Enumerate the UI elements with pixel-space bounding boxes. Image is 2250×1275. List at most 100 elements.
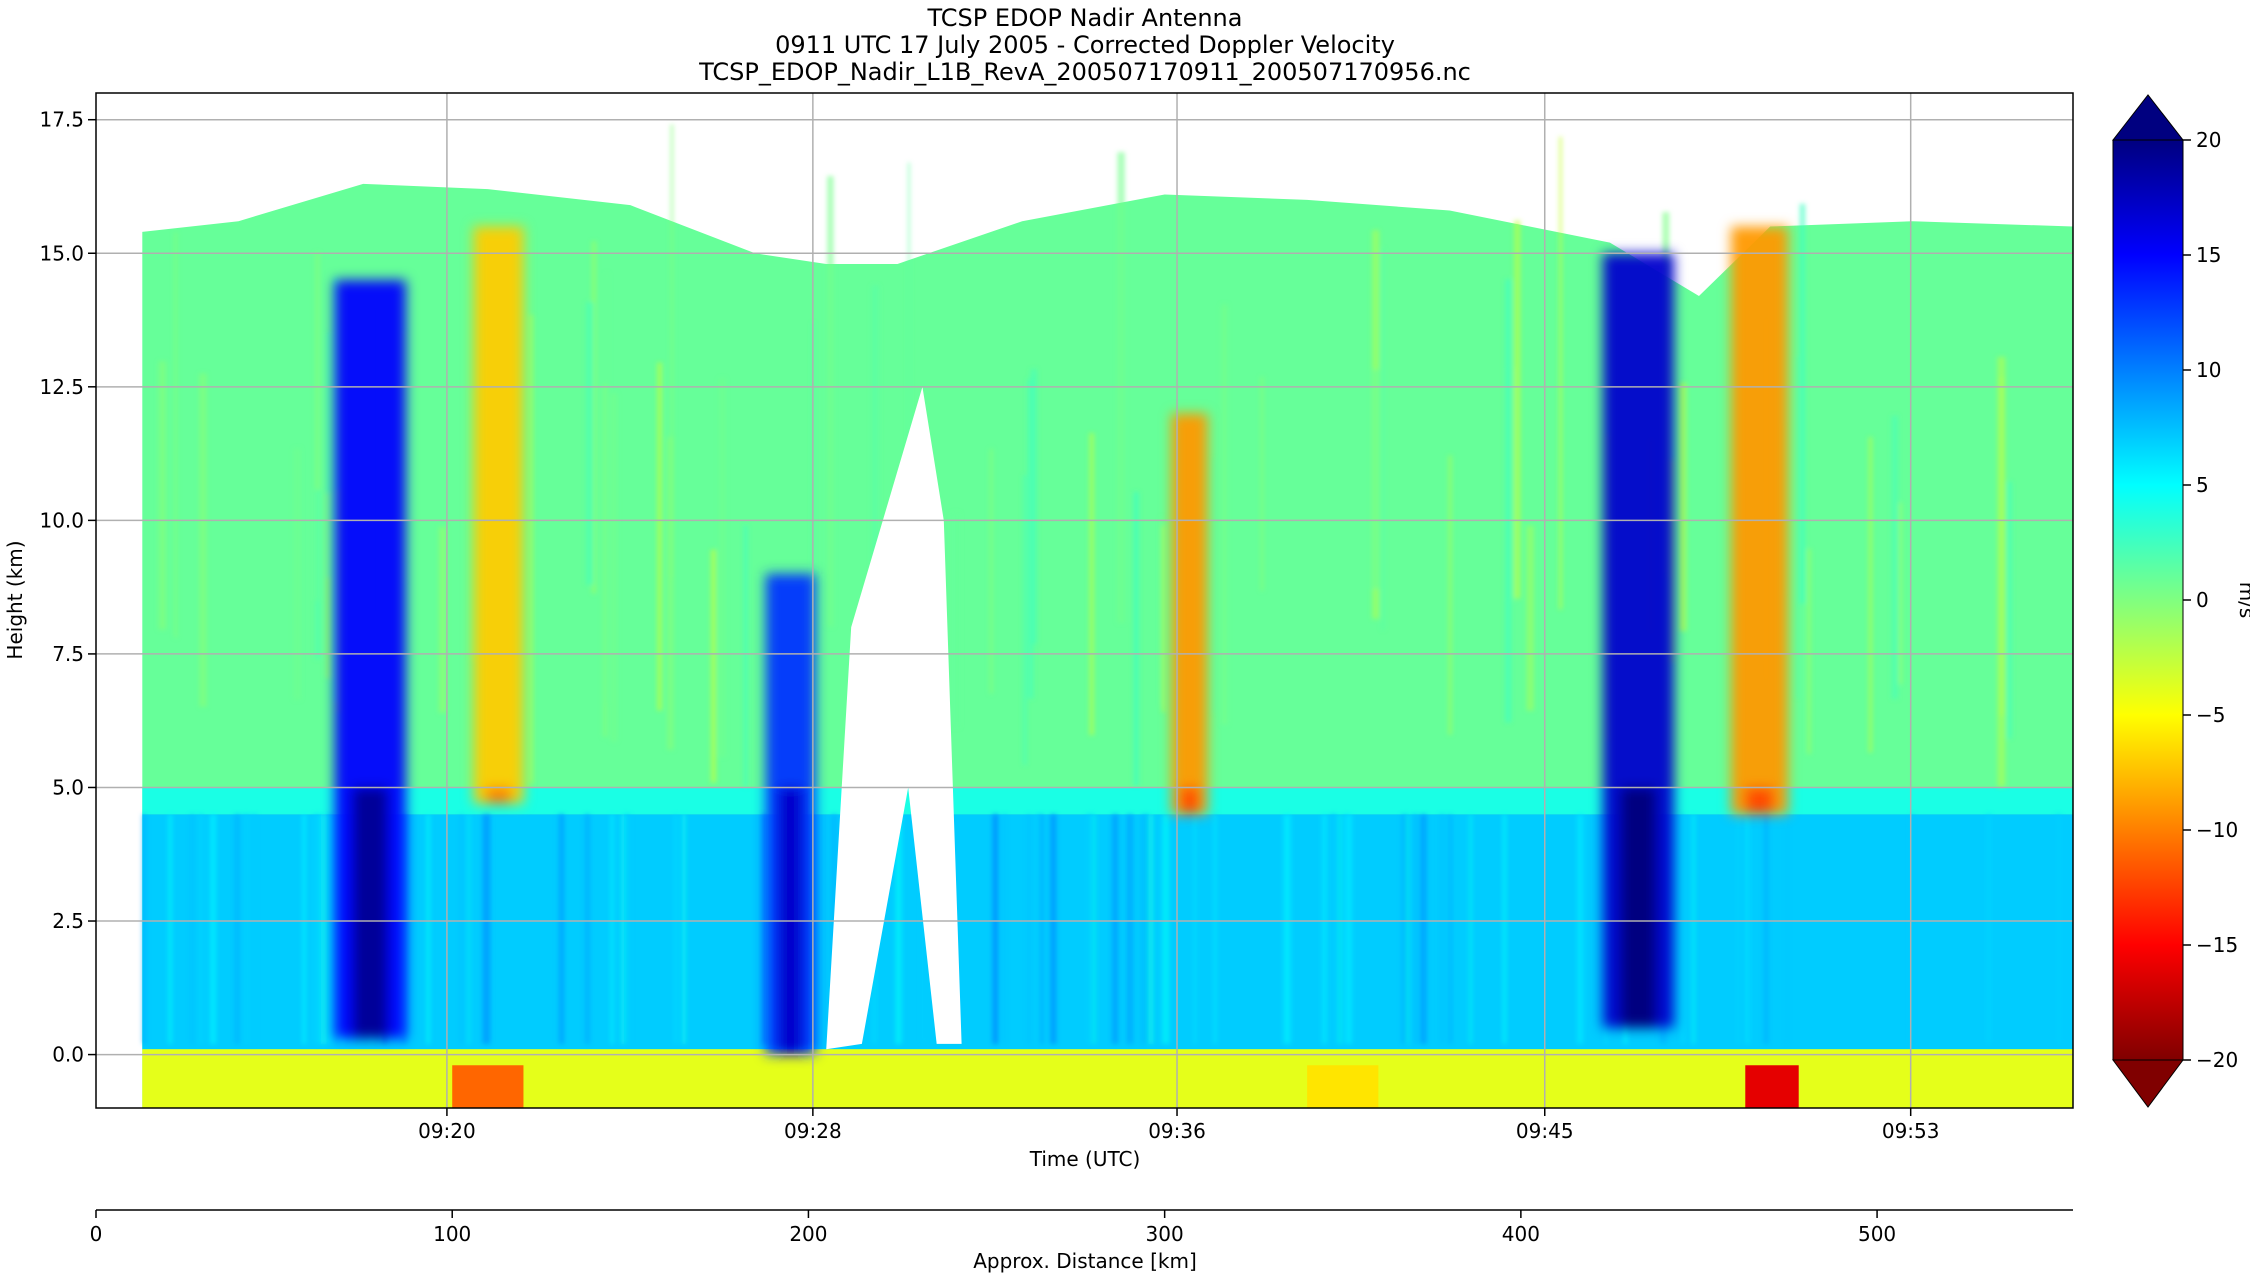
texture-streak xyxy=(528,315,534,783)
y-tick-label: 2.5 xyxy=(52,909,84,933)
texture-streak xyxy=(1891,415,1899,699)
texture-streak xyxy=(1212,814,1218,1044)
colorbar-tick-label: −10 xyxy=(2196,818,2238,842)
texture-streak xyxy=(1039,814,1044,1044)
x-tick-label: 09:53 xyxy=(1882,1119,1940,1143)
texture-streak xyxy=(1161,525,1165,713)
distance-axis-label: Approx. Distance [km] xyxy=(973,1249,1197,1273)
texture-streak xyxy=(1027,814,1031,1044)
texture-streak xyxy=(158,361,167,630)
x-tick-label: 09:20 xyxy=(418,1119,476,1143)
texture-streak xyxy=(482,814,491,1044)
texture-streak xyxy=(994,814,999,1044)
texture-streak xyxy=(1027,378,1034,699)
texture-streak xyxy=(1411,814,1416,1044)
texture-streak xyxy=(1785,814,1790,1044)
texture-streak xyxy=(1030,369,1038,644)
chart-title-line-1: TCSP EDOP Nadir Antenna xyxy=(927,4,1243,32)
texture-streak xyxy=(1193,814,1196,1044)
texture-streak xyxy=(1344,814,1353,1044)
texture-streak xyxy=(234,814,241,1044)
texture-streak xyxy=(1126,814,1134,1044)
colorbar-label: m/s xyxy=(2235,582,2250,619)
x-tick-label: 09:28 xyxy=(784,1119,842,1143)
texture-streak xyxy=(1899,502,1902,685)
x-tick-label: 09:45 xyxy=(1516,1119,1574,1143)
y-tick-label: 5.0 xyxy=(52,775,84,799)
texture-streak xyxy=(710,549,717,783)
texture-streak xyxy=(1002,814,1007,1044)
texture-streak xyxy=(586,814,590,1044)
downdraft-2-core xyxy=(1180,787,1199,815)
chart-title-line-2: 0911 UTC 17 July 2005 - Corrected Dopple… xyxy=(775,31,1395,59)
texture-streak xyxy=(460,814,463,1044)
updraft-1-core xyxy=(352,787,389,1039)
texture-streak xyxy=(1133,491,1139,786)
texture-streak xyxy=(327,332,330,578)
texture-streak xyxy=(1505,279,1512,723)
texture-streak xyxy=(586,302,594,585)
texture-streak xyxy=(2056,814,2061,1044)
chart-title-line-3: TCSP_EDOP_Nadir_L1B_RevA_200507170911_20… xyxy=(698,58,1471,86)
texture-streak xyxy=(1679,382,1687,632)
texture-streak xyxy=(1321,814,1327,1044)
texture-streak xyxy=(827,176,834,627)
texture-streak xyxy=(895,814,902,1044)
downdraft-1-core xyxy=(486,787,511,804)
colorbar xyxy=(2112,139,2184,1061)
texture-streak xyxy=(1681,814,1685,1044)
x-axis-ticks: 09:20 09:28 09:36 09:45 09:53 xyxy=(418,1108,1940,1143)
y-axis-label: Height (km) xyxy=(3,540,27,659)
texture-streak xyxy=(1372,369,1380,589)
colorbar-tick-label: 10 xyxy=(2196,358,2221,382)
texture-streak xyxy=(1330,814,1338,1044)
texture-streak xyxy=(1260,376,1264,591)
colorbar-tick-label: 15 xyxy=(2196,243,2221,267)
texture-streak xyxy=(1414,814,1418,1044)
texture-streak xyxy=(1338,814,1342,1044)
texture-streak xyxy=(198,814,204,1044)
texture-streak xyxy=(1221,304,1228,725)
texture-streak xyxy=(1161,814,1170,1044)
grid-lines xyxy=(96,93,2073,1108)
texture-streak xyxy=(210,814,217,1044)
texture-streak xyxy=(1111,814,1119,1044)
texture-streak xyxy=(670,124,674,579)
texture-streak xyxy=(1145,814,1154,1044)
texture-streak xyxy=(321,814,327,1044)
texture-streak xyxy=(1910,814,1915,1044)
x-tick-label: 09:36 xyxy=(1148,1119,1206,1143)
texture-streak xyxy=(1997,356,2006,787)
colorbar-ticks: 20 15 10 5 0 −5 −10 −15 −20 xyxy=(2183,128,2238,1072)
texture-streak xyxy=(743,525,748,788)
surface-hotspot xyxy=(1745,1065,1799,1108)
colorbar-tick-label: −20 xyxy=(2196,1048,2238,1072)
texture-streak xyxy=(312,814,319,1044)
texture-streak xyxy=(1558,136,1563,610)
colorbar-tick-label: −15 xyxy=(2196,933,2238,957)
colorbar-tick-label: 5 xyxy=(2196,473,2209,497)
y-tick-label: 0.0 xyxy=(52,1043,84,1067)
texture-streak xyxy=(921,814,926,1044)
texture-streak xyxy=(1448,455,1452,735)
texture-streak xyxy=(1405,814,1409,1044)
texture-streak xyxy=(302,814,307,1044)
texture-streak xyxy=(610,393,617,742)
rain-layer-region xyxy=(142,814,2073,1050)
texture-streak xyxy=(470,390,477,662)
texture-streak xyxy=(674,814,678,1044)
texture-streak xyxy=(667,436,674,750)
texture-streak xyxy=(605,272,609,703)
texture-streak xyxy=(761,814,768,1044)
texture-streak xyxy=(315,489,321,660)
texture-streak xyxy=(624,814,631,1044)
texture-streak xyxy=(620,814,626,1044)
texture-streak xyxy=(1420,814,1427,1044)
texture-streak xyxy=(242,814,251,1044)
texture-streak xyxy=(190,814,195,1044)
texture-streak xyxy=(426,814,431,1044)
texture-streak xyxy=(610,814,614,1044)
velocity-field xyxy=(142,124,2073,1108)
texture-streak xyxy=(314,252,320,602)
texture-streak xyxy=(2007,481,2012,739)
